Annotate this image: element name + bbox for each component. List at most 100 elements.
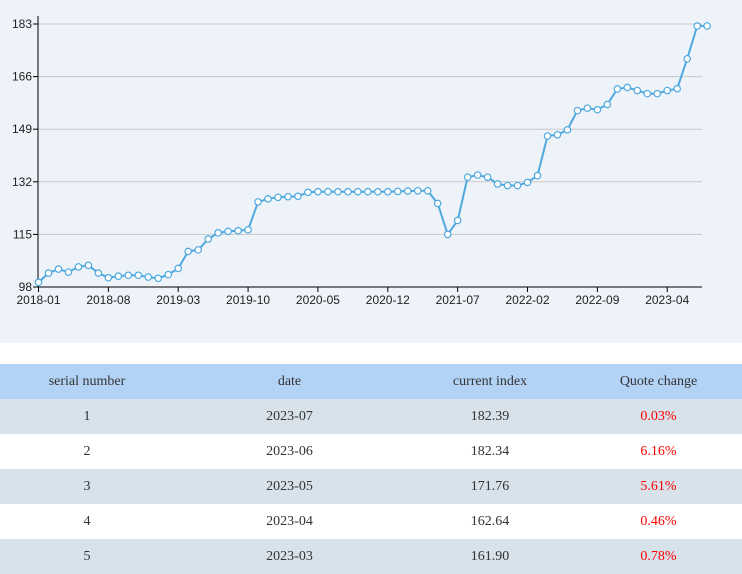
data-point <box>204 235 212 243</box>
data-point <box>513 181 522 190</box>
data-point <box>593 105 602 114</box>
data-point <box>553 130 562 139</box>
y-tick-label: 132 <box>12 175 32 189</box>
cell-serial-number: 2 <box>0 434 174 469</box>
header-serial-number: serial number <box>0 364 174 399</box>
data-point <box>114 272 123 280</box>
cell-current-index: 162.64 <box>405 504 575 539</box>
data-point <box>433 199 442 208</box>
header-current-index: current index <box>405 364 575 399</box>
data-point <box>653 89 662 98</box>
cell-serial-number: 3 <box>0 469 174 504</box>
cell-serial-number: 5 <box>0 539 174 574</box>
y-tick-label: 149 <box>12 122 32 136</box>
x-tick-label: 2018-08 <box>86 293 130 307</box>
cell-serial-number: 1 <box>0 399 174 434</box>
chart-panel: 98 115 132 149 166 183 2018-01 2018-08 2019-03 20… <box>0 0 742 343</box>
cell-date: 2023-03 <box>174 539 405 574</box>
data-point <box>214 229 222 237</box>
header-quote-change: Quote change <box>575 364 742 399</box>
data-point <box>344 187 352 196</box>
cell-quote-change: 0.03% <box>575 399 742 434</box>
cell-quote-change: 5.61% <box>575 469 742 504</box>
cell-quote-change: 0.78% <box>575 539 742 574</box>
data-point <box>413 186 422 195</box>
cell-serial-number: 4 <box>0 504 174 539</box>
table-header-row: serial number date current index Quote c… <box>0 364 742 399</box>
data-point <box>563 126 572 134</box>
table-row: 1 2023-07 182.39 0.03% <box>0 399 742 434</box>
x-tick-label: 2023-04 <box>645 293 689 307</box>
data-point <box>364 187 372 196</box>
table-row: 2 2023-06 182.34 6.16% <box>0 434 742 469</box>
data-point <box>294 192 302 201</box>
data-point <box>284 192 292 201</box>
x-tick-label: 2022-09 <box>575 293 619 307</box>
data-point <box>623 83 632 92</box>
data-point <box>493 180 502 188</box>
data-point <box>234 226 242 235</box>
y-tick-label: 166 <box>12 70 32 84</box>
data-point <box>74 263 83 271</box>
data-point <box>473 171 482 179</box>
data-point <box>124 271 133 280</box>
data-point <box>224 227 232 236</box>
data-point <box>274 193 282 202</box>
cell-date: 2023-07 <box>174 399 405 434</box>
cell-date: 2023-04 <box>174 504 405 539</box>
data-point <box>44 269 53 277</box>
data-point <box>453 216 462 225</box>
data-point <box>383 187 392 196</box>
data-point <box>423 186 432 195</box>
cell-quote-change: 0.46% <box>575 504 742 539</box>
x-tick-label: 2021-07 <box>436 293 480 307</box>
table-row: 5 2023-03 161.90 0.78% <box>0 539 742 574</box>
data-point <box>184 247 193 256</box>
data-point <box>573 106 582 115</box>
data-point <box>543 132 552 140</box>
data-point <box>523 178 532 187</box>
cell-current-index: 171.76 <box>405 469 575 504</box>
data-point <box>54 265 63 273</box>
data-point <box>374 187 382 196</box>
cell-date: 2023-06 <box>174 434 405 469</box>
data-point <box>304 188 312 197</box>
y-tick-label: 115 <box>13 227 32 241</box>
data-point <box>693 22 701 30</box>
cell-current-index: 161.90 <box>405 539 575 574</box>
data-point <box>443 230 452 239</box>
x-tick-label: 2019-10 <box>226 293 270 307</box>
data-point <box>354 187 362 196</box>
data-point <box>393 187 402 196</box>
series-line <box>37 24 708 284</box>
data-point <box>324 187 332 196</box>
data-point <box>583 104 592 112</box>
data-point <box>683 54 692 63</box>
y-tick-label: 98 <box>19 280 33 294</box>
index-line-chart: 98 115 132 149 166 183 2018-01 2018-08 2019-03 20… <box>12 16 711 307</box>
data-point <box>94 269 103 277</box>
data-point <box>104 273 113 282</box>
data-point <box>84 261 93 270</box>
data-point <box>613 85 622 93</box>
data-point <box>244 225 252 234</box>
index-table: serial number date current index Quote c… <box>0 364 742 574</box>
data-point <box>463 173 472 181</box>
data-point <box>174 264 183 273</box>
x-tick-label: 2018-01 <box>16 293 60 307</box>
x-tick-label: 2019-03 <box>156 293 200 307</box>
y-tick-label: 183 <box>12 17 32 31</box>
data-point <box>403 187 412 195</box>
data-point <box>264 195 272 203</box>
data-point <box>633 86 642 95</box>
x-tick-label: 2020-12 <box>366 293 410 307</box>
data-point <box>483 173 492 181</box>
data-point <box>194 246 202 254</box>
data-point <box>254 198 262 206</box>
data-point <box>603 100 612 109</box>
data-point <box>663 86 672 95</box>
data-point <box>314 187 322 196</box>
cell-quote-change: 6.16% <box>575 434 742 469</box>
data-point <box>533 171 542 180</box>
cell-date: 2023-05 <box>174 469 405 504</box>
